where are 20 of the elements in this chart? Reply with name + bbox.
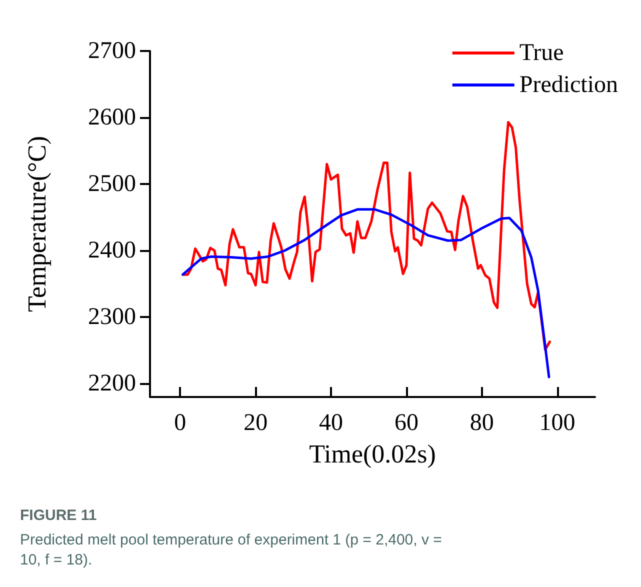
y-tick-label: 2700 bbox=[88, 38, 136, 64]
caption: FIGURE 11 bbox=[20, 507, 97, 524]
y-tick-label: 2200 bbox=[88, 370, 136, 397]
line-series bbox=[182, 120, 551, 352]
line-series bbox=[182, 208, 550, 378]
legend-label: Prediction bbox=[519, 72, 618, 98]
text: Predicted melt pool temperature of experiment 1 (p = 2,400, v = 10, f = 18). bbox=[20, 532, 446, 568]
y-tick-label: 2500 bbox=[88, 171, 136, 198]
x-tick-label: 20 bbox=[244, 410, 268, 436]
y-tick-label: 2300 bbox=[88, 304, 136, 330]
y-tick-label: 2600 bbox=[88, 104, 136, 131]
x-tick-label: 0 bbox=[174, 410, 186, 436]
x-tick-label: 40 bbox=[319, 410, 344, 436]
x-tick-label: 100 bbox=[539, 410, 576, 436]
x-tick-label: 80 bbox=[470, 410, 494, 436]
x-tick-label: 60 bbox=[394, 410, 418, 436]
y-axis-title: Temperature(°C) bbox=[22, 136, 52, 312]
legend-label: True bbox=[519, 40, 564, 66]
x-axis-title: Time(0.02s) bbox=[309, 440, 436, 468]
y-tick-label: 2400 bbox=[88, 238, 136, 264]
